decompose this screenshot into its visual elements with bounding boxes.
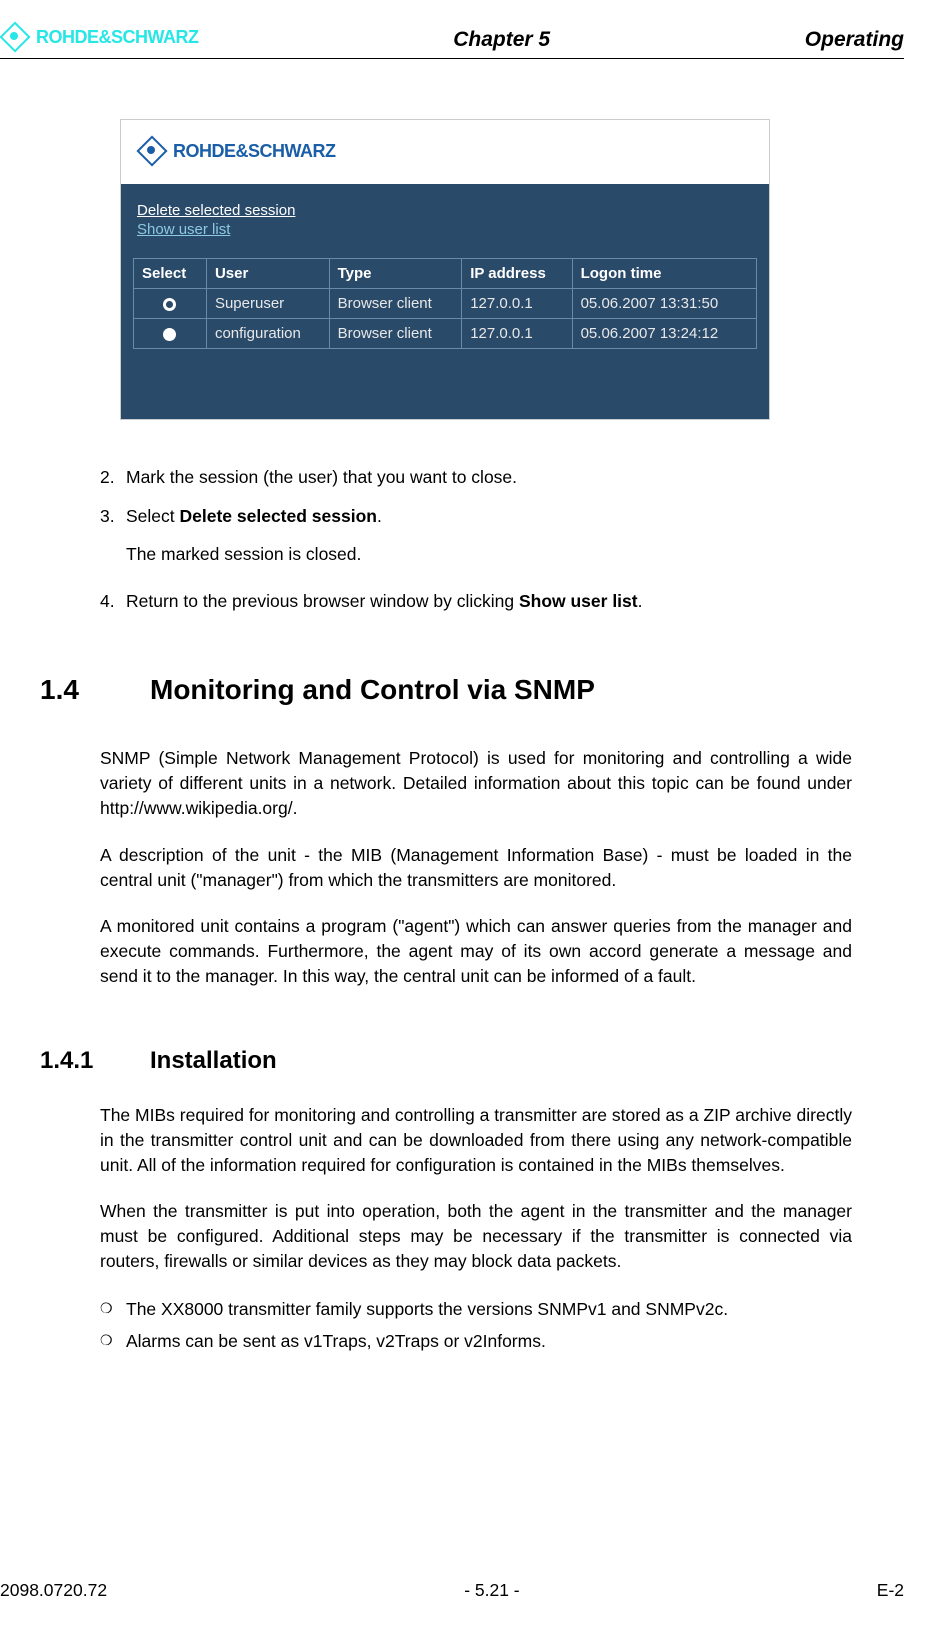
- col-user: User: [206, 259, 329, 289]
- cell-time: 05.06.2007 13:31:50: [572, 289, 756, 319]
- cell-type: Browser client: [329, 319, 462, 349]
- section-1-4-heading: 1.4 Monitoring and Control via SNMP: [40, 674, 852, 706]
- step-text: Mark the session (the user) that you wan…: [126, 465, 852, 490]
- page-footer: 2098.0720.72 - 5.21 - E-2: [0, 1580, 904, 1601]
- logo-icon: [0, 22, 30, 52]
- cell-ip: 127.0.0.1: [462, 319, 572, 349]
- cell-time: 05.06.2007 13:24:12: [572, 319, 756, 349]
- embedded-screenshot: ROHDE&SCHWARZ Delete selected session Sh…: [120, 119, 770, 420]
- step-number: 2.: [100, 465, 126, 490]
- step-4: 4. Return to the previous browser window…: [100, 589, 852, 614]
- text-fragment: Select: [126, 506, 180, 526]
- cell-user: Superuser: [206, 289, 329, 319]
- session-table: Select User Type IP address Logon time S…: [133, 258, 757, 349]
- table-row: configurationBrowser client127.0.0.105.0…: [134, 319, 757, 349]
- step-text: Select Delete selected session.: [126, 504, 852, 529]
- table-header-row: Select User Type IP address Logon time: [134, 259, 757, 289]
- cell-type: Browser client: [329, 289, 462, 319]
- bold-fragment: Show user list: [519, 591, 638, 611]
- cell-select: [134, 319, 207, 349]
- screenshot-brand-logo: ROHDE&SCHWARZ: [131, 134, 759, 174]
- step-3-result: The marked session is closed.: [126, 544, 852, 565]
- brand-logo: ROHDE&SCHWARZ: [0, 22, 199, 52]
- paragraph: The MIBs required for monitoring and con…: [100, 1103, 852, 1178]
- session-radio[interactable]: [163, 298, 176, 311]
- bullet-text: The XX8000 transmitter family supports t…: [126, 1296, 728, 1322]
- screenshot-logo-text: ROHDE&SCHWARZ: [173, 141, 336, 162]
- step-text: Return to the previous browser window by…: [126, 589, 852, 614]
- footer-right: E-2: [877, 1580, 904, 1601]
- step-3: 3. Select Delete selected session.: [100, 504, 852, 529]
- text-fragment: .: [377, 506, 382, 526]
- screenshot-links: Delete selected session Show user list: [137, 202, 757, 238]
- logo-text: ROHDE&SCHWARZ: [36, 27, 199, 48]
- screenshot-body: Delete selected session Show user list S…: [121, 184, 769, 419]
- paragraph: A monitored unit contains a program ("ag…: [100, 914, 852, 989]
- footer-left: 2098.0720.72: [0, 1580, 107, 1601]
- subsection-number: 1.4.1: [40, 1047, 150, 1075]
- cell-ip: 127.0.0.1: [462, 289, 572, 319]
- cell-select: [134, 289, 207, 319]
- page-header: ROHDE&SCHWARZ Chapter 5 Operating: [0, 0, 904, 59]
- paragraph: When the transmitter is put into operati…: [100, 1199, 852, 1274]
- bullet-item: ❍ Alarms can be sent as v1Traps, v2Traps…: [100, 1328, 852, 1354]
- session-radio[interactable]: [163, 328, 176, 341]
- cell-user: configuration: [206, 319, 329, 349]
- bullet-list: ❍ The XX8000 transmitter family supports…: [100, 1296, 852, 1355]
- section-1-4-1-heading: 1.4.1 Installation: [40, 1047, 852, 1075]
- bullet-item: ❍ The XX8000 transmitter family supports…: [100, 1296, 852, 1322]
- paragraph: A description of the unit - the MIB (Man…: [100, 843, 852, 893]
- footer-center: - 5.21 -: [464, 1580, 519, 1601]
- step-number: 3.: [100, 504, 126, 529]
- section-label: Operating: [805, 28, 904, 52]
- text-fragment: Return to the previous browser window by…: [126, 591, 519, 611]
- step-2: 2. Mark the session (the user) that you …: [100, 465, 852, 490]
- show-user-list-link[interactable]: Show user list: [137, 221, 757, 238]
- paragraph: SNMP (Simple Network Management Protocol…: [100, 746, 852, 821]
- step-number: 4.: [100, 589, 126, 614]
- col-logon: Logon time: [572, 259, 756, 289]
- bold-fragment: Delete selected session: [180, 506, 377, 526]
- text-fragment: .: [638, 591, 643, 611]
- delete-session-link[interactable]: Delete selected session: [137, 202, 757, 219]
- bullet-mark-icon: ❍: [100, 1296, 126, 1322]
- instruction-steps: 2. Mark the session (the user) that you …: [100, 465, 852, 614]
- screenshot-logo-icon: [137, 136, 167, 166]
- col-ip: IP address: [462, 259, 572, 289]
- table-row: SuperuserBrowser client127.0.0.105.06.20…: [134, 289, 757, 319]
- col-type: Type: [329, 259, 462, 289]
- section-number: 1.4: [40, 674, 150, 706]
- chapter-label: Chapter 5: [453, 28, 550, 52]
- col-select: Select: [134, 259, 207, 289]
- bullet-text: Alarms can be sent as v1Traps, v2Traps o…: [126, 1328, 546, 1354]
- screenshot-top-bar: ROHDE&SCHWARZ: [121, 120, 769, 184]
- bullet-mark-icon: ❍: [100, 1328, 126, 1354]
- section-title: Monitoring and Control via SNMP: [150, 674, 595, 706]
- subsection-title: Installation: [150, 1047, 277, 1075]
